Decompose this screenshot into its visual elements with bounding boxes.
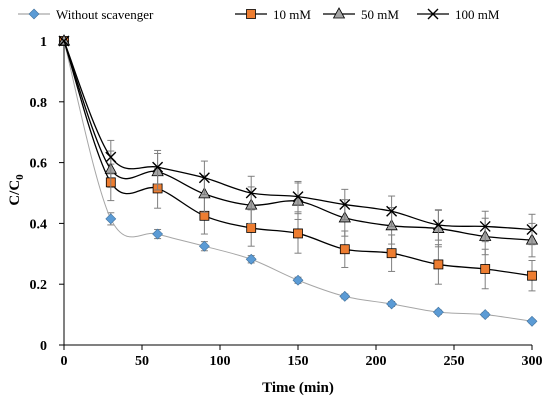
legend-item: 100 mM [417, 7, 500, 22]
data-point [246, 223, 257, 233]
data-point [58, 35, 70, 47]
x-axis-label: Time (min) [262, 380, 334, 396]
x-tick-label: 250 [444, 354, 465, 369]
data-point [198, 240, 210, 252]
data-point [293, 228, 303, 239]
data-point [432, 306, 444, 318]
series-line [63, 40, 533, 231]
legend-marker [28, 8, 40, 20]
series-line [63, 40, 533, 322]
data-point [105, 151, 117, 163]
y-tick-label: 1 [40, 35, 47, 50]
series-line [63, 40, 533, 241]
data-point [339, 199, 351, 211]
series-100-mm [58, 35, 538, 246]
x-tick-label: 300 [522, 354, 543, 369]
data-point [292, 191, 304, 203]
data-point [57, 34, 71, 46]
data-point [245, 187, 257, 199]
legend-label: 50 mM [361, 7, 399, 22]
y-tick-label: 0 [40, 339, 47, 354]
y-axis-label: C/C0 [7, 174, 26, 206]
x-tick-label: 50 [135, 354, 149, 369]
data-point [479, 309, 491, 321]
data-point [526, 223, 538, 235]
legend: Without scavenger 10 mM 50 mM 100 mM [18, 7, 500, 22]
series-layer [57, 34, 539, 327]
y-axis-label-subscript: 0 [14, 174, 26, 180]
data-point [105, 213, 117, 225]
data-point [339, 244, 350, 255]
legend-label: 100 mM [455, 7, 500, 22]
x-tick-label: 0 [61, 354, 68, 369]
data-point [386, 248, 397, 259]
data-point [526, 315, 538, 327]
legend-label: 10 mM [273, 7, 311, 22]
data-point [433, 259, 444, 270]
series-10-mm [59, 36, 537, 292]
legend-item: 50 mM [323, 7, 399, 22]
data-point [152, 228, 164, 240]
data-point [198, 172, 210, 184]
y-tick-label: 0.8 [30, 96, 48, 111]
legend-marker [246, 9, 256, 19]
series-line [63, 40, 533, 277]
x-tick-label: 200 [366, 354, 387, 369]
data-point [432, 219, 444, 231]
axes: 0 50 100 150 200 250 300 0 0.2 0.4 0.6 0.8 1 [30, 35, 543, 369]
data-point [386, 205, 398, 217]
legend-item: Without scavenger [18, 7, 154, 22]
data-point [245, 253, 257, 265]
legend-marker [427, 8, 439, 20]
y-tick-label: 0.4 [30, 217, 48, 232]
legend-label: Without scavenger [56, 7, 154, 22]
data-point [339, 290, 351, 302]
x-tick-label: 150 [288, 354, 309, 369]
data-point [480, 264, 491, 274]
data-point [527, 270, 537, 281]
y-tick-label: 0.2 [30, 278, 48, 293]
y-axis-label-main: C/C [7, 180, 23, 206]
data-point [479, 220, 491, 232]
data-point [386, 298, 398, 310]
legend-item: 10 mM [235, 7, 311, 22]
legend-marker [332, 7, 346, 19]
data-point [292, 274, 304, 286]
x-tick-label: 100 [210, 354, 231, 369]
y-tick-label: 0.6 [30, 157, 48, 172]
data-point [152, 161, 164, 173]
